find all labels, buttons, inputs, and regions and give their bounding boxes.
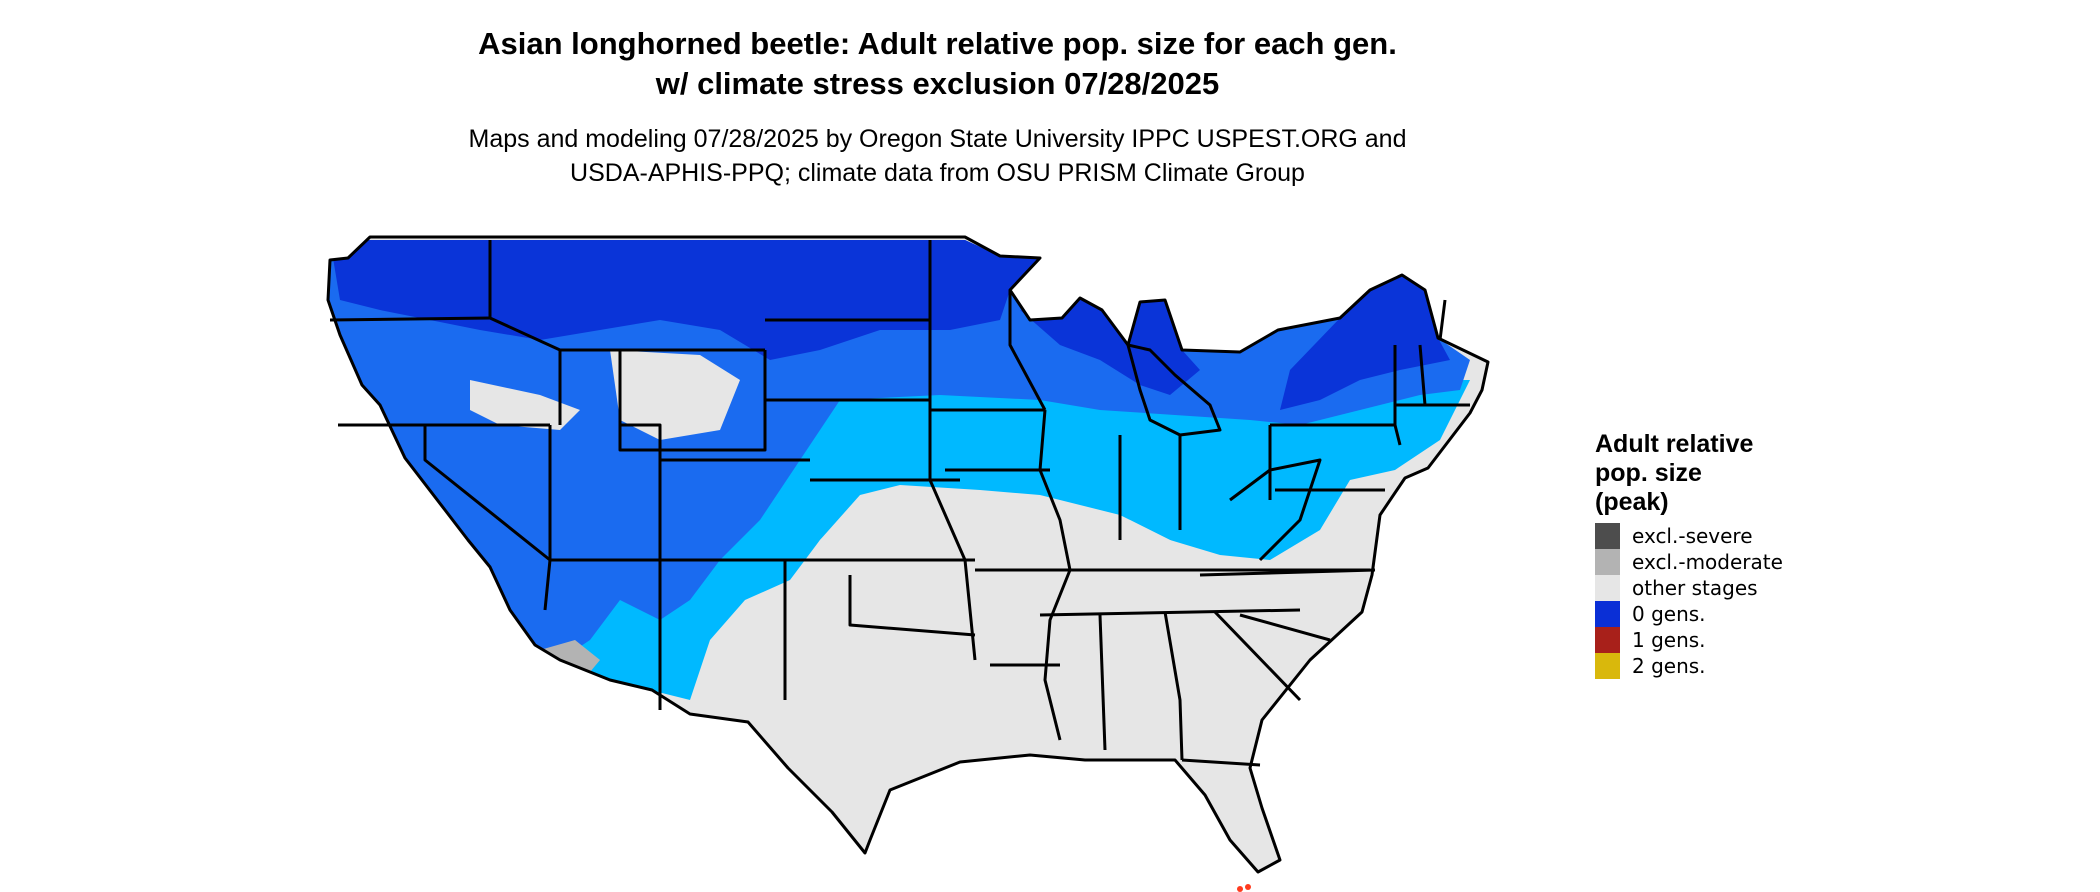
legend-item: 2 gens. xyxy=(1595,653,1783,679)
florida-keys-marker-2 xyxy=(1245,884,1251,890)
map-subtitle-line-1: Maps and modeling 07/28/2025 by Oregon S… xyxy=(468,125,1407,153)
legend-item: 1 gens. xyxy=(1595,627,1783,653)
legend-swatch xyxy=(1595,601,1620,627)
zone-gray-wyoming-basin xyxy=(610,350,740,440)
map-subtitle: Maps and modeling 07/28/2025 by Oregon S… xyxy=(0,122,1875,190)
legend-swatch xyxy=(1595,523,1620,549)
zone-dark-blue-new-england xyxy=(1280,275,1450,410)
border-al-ga xyxy=(1163,611,1184,761)
border-me xyxy=(1438,299,1447,341)
border-michigan xyxy=(1126,343,1222,437)
border-tn-south xyxy=(1039,608,1301,617)
border-ok-tx xyxy=(848,575,976,637)
zone-gray-south xyxy=(720,490,1380,872)
legend-item: other stages xyxy=(1595,575,1783,601)
zone-gray-snake-river xyxy=(470,380,580,430)
border-plains-east xyxy=(928,240,977,661)
border-wi-mn xyxy=(1008,290,1047,411)
legend-swatch xyxy=(1595,575,1620,601)
zone-dark-blue-great-lakes xyxy=(1020,298,1200,395)
legend-label: excl.-moderate xyxy=(1632,550,1783,574)
legend-item: 0 gens. xyxy=(1595,601,1783,627)
zone-dark-blue xyxy=(330,240,1040,360)
legend-swatch xyxy=(1595,549,1620,575)
generation-zones xyxy=(328,240,1470,872)
state-borders xyxy=(326,235,1490,874)
border-ms-al xyxy=(1098,614,1107,751)
legend-label: 2 gens. xyxy=(1632,654,1706,678)
legend-label: excl.-severe xyxy=(1632,524,1753,548)
border-ca-nv xyxy=(423,425,552,611)
legend-title-line-2: pop. size xyxy=(1595,459,1702,487)
zone-light-blue xyxy=(500,380,1470,700)
border-wa-or xyxy=(329,316,491,322)
zone-mid-blue xyxy=(328,240,1470,660)
border-wv xyxy=(1229,458,1322,562)
legend-label: 1 gens. xyxy=(1632,628,1706,652)
legend-label: 0 gens. xyxy=(1632,602,1706,626)
border-id xyxy=(488,240,562,425)
map-title: Asian longhorned beetle: Adult relative … xyxy=(0,24,1875,104)
florida-keys-marker xyxy=(1237,886,1243,892)
legend-item: excl.-moderate xyxy=(1595,549,1783,575)
legend-item: excl.-severe xyxy=(1595,523,1783,549)
map-title-line-2: w/ climate stress exclusion 07/28/2025 xyxy=(655,66,1220,101)
map-title-line-1: Asian longhorned beetle: Adult relative … xyxy=(478,26,1397,61)
border-vt-nh xyxy=(1418,344,1427,406)
map-subtitle-line-2: USDA-APHIS-PPQ; climate data from OSU PR… xyxy=(570,159,1305,187)
border-ga-fl xyxy=(1181,758,1261,767)
legend-title: Adult relative pop. size (peak) xyxy=(1595,430,1783,517)
legend-swatch xyxy=(1595,653,1620,679)
border-va-nc xyxy=(1199,568,1376,577)
legend: Adult relative pop. size (peak) excl.-se… xyxy=(1595,430,1783,679)
legend-title-line-3: (peak) xyxy=(1595,488,1669,516)
border-ut-co xyxy=(620,423,810,462)
border-ga-sc xyxy=(1213,610,1302,702)
legend-title-line-1: Adult relative xyxy=(1595,430,1754,458)
legend-label: other stages xyxy=(1632,576,1758,600)
legend-items: excl.-severe excl.-moderate other stages 0 … xyxy=(1595,523,1783,679)
legend-swatch xyxy=(1595,627,1620,653)
us-outline xyxy=(326,235,1490,874)
border-nc-sc xyxy=(1239,613,1331,642)
